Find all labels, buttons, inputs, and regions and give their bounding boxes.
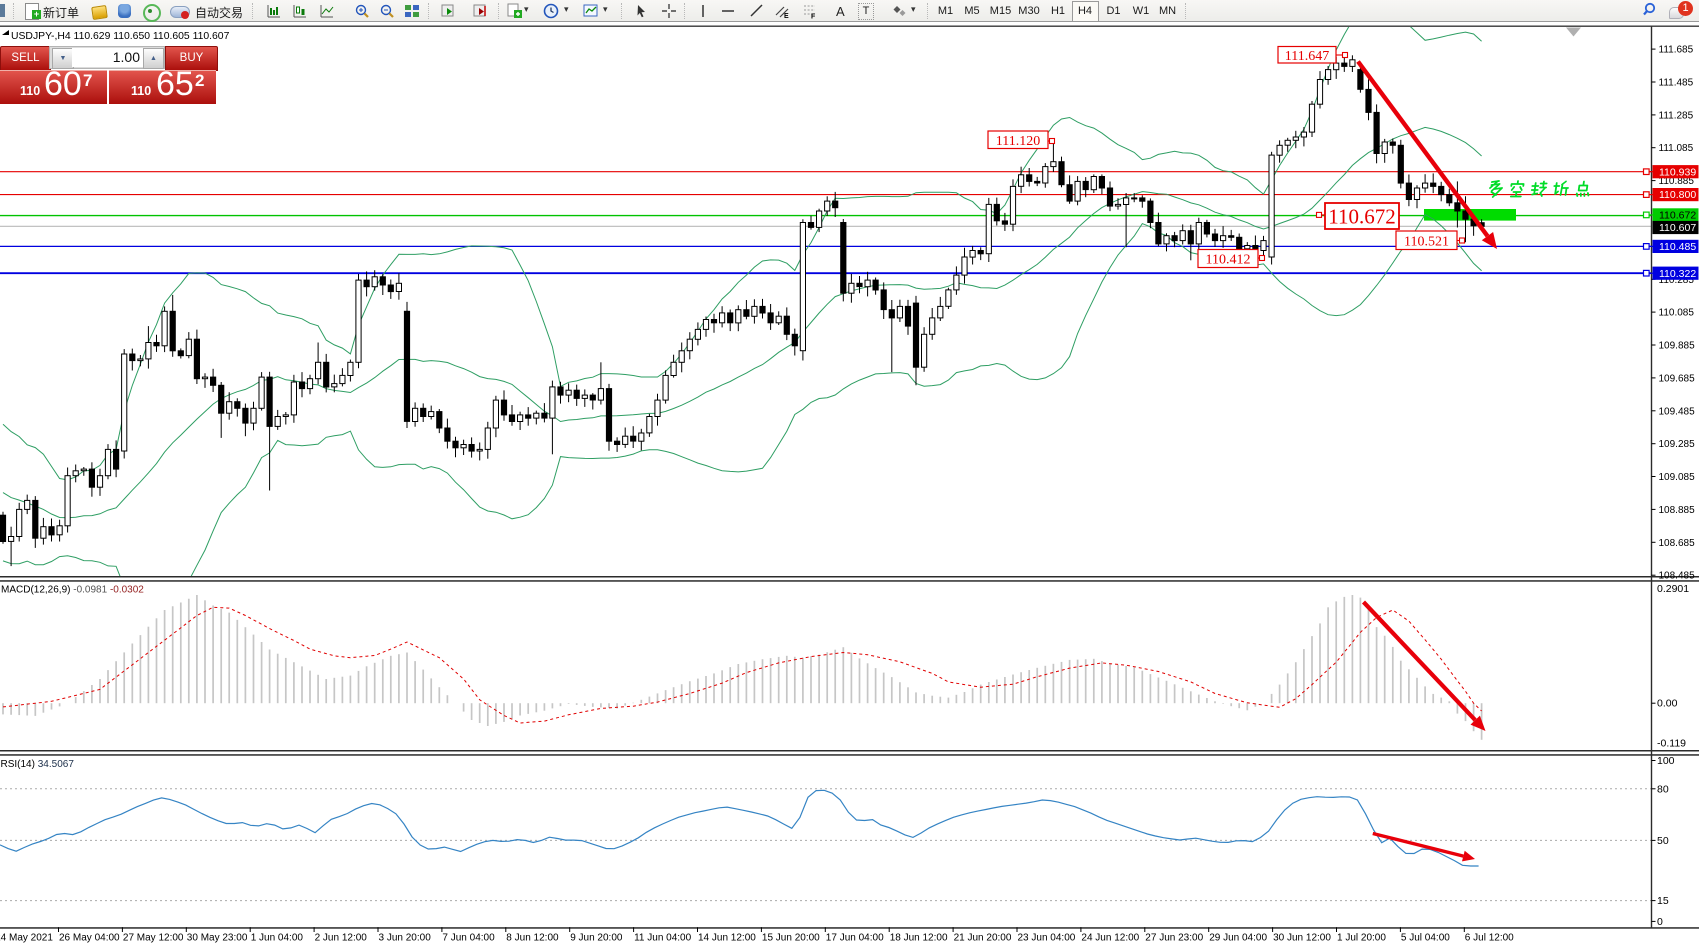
svg-text:6 Jul 12:00: 6 Jul 12:00 xyxy=(1465,933,1514,943)
svg-text:100: 100 xyxy=(1657,755,1675,767)
svg-text:-0.119: -0.119 xyxy=(1657,738,1686,750)
svg-text:MACD(12,26,9) -0.0981 -0.0302: MACD(12,26,9) -0.0981 -0.0302 xyxy=(1,585,144,596)
svg-text:7 Jun 04:00: 7 Jun 04:00 xyxy=(442,933,495,943)
svg-text:9 Jun 20:00: 9 Jun 20:00 xyxy=(570,933,623,943)
svg-text:0: 0 xyxy=(1657,916,1663,928)
svg-text:111.285: 111.285 xyxy=(1659,110,1694,121)
svg-text:15: 15 xyxy=(1657,895,1669,907)
svg-text:109.485: 109.485 xyxy=(1659,406,1696,417)
svg-text:5 Jul 04:00: 5 Jul 04:00 xyxy=(1401,933,1450,943)
svg-text:23 Jun 04:00: 23 Jun 04:00 xyxy=(1018,933,1076,943)
svg-text:15 Jun 20:00: 15 Jun 20:00 xyxy=(762,933,820,943)
svg-text:110.322: 110.322 xyxy=(1659,268,1696,280)
svg-text:111.085: 111.085 xyxy=(1659,143,1694,154)
svg-text:RSI(14) 34.5067: RSI(14) 34.5067 xyxy=(1,759,75,770)
svg-text:1 Jun 04:00: 1 Jun 04:00 xyxy=(251,933,304,943)
svg-text:110.607: 110.607 xyxy=(1659,222,1696,234)
svg-text:110.800: 110.800 xyxy=(1659,189,1696,201)
svg-text:24 May 2021: 24 May 2021 xyxy=(0,933,53,943)
svg-text:109.885: 109.885 xyxy=(1659,341,1696,352)
svg-text:110.485: 110.485 xyxy=(1659,241,1696,253)
svg-text:111.485: 111.485 xyxy=(1659,78,1694,89)
svg-text:17 Jun 04:00: 17 Jun 04:00 xyxy=(826,933,884,943)
svg-text:110.672: 110.672 xyxy=(1328,205,1395,229)
svg-text:109.285: 109.285 xyxy=(1659,439,1696,450)
svg-text:14 Jun 12:00: 14 Jun 12:00 xyxy=(698,933,756,943)
svg-text:110.885: 110.885 xyxy=(1659,176,1695,187)
svg-text:30 Jun 12:00: 30 Jun 12:00 xyxy=(1273,933,1331,943)
svg-text:110.085: 110.085 xyxy=(1659,308,1695,319)
svg-text:80: 80 xyxy=(1657,783,1669,795)
svg-text:111.685: 111.685 xyxy=(1659,45,1694,56)
svg-text:24 Jun 12:00: 24 Jun 12:00 xyxy=(1081,933,1139,943)
svg-text:27 Jun 23:00: 27 Jun 23:00 xyxy=(1145,933,1203,943)
svg-text:27 May 12:00: 27 May 12:00 xyxy=(123,933,184,943)
svg-text:1 Jul 20:00: 1 Jul 20:00 xyxy=(1337,933,1386,943)
svg-text:110.672: 110.672 xyxy=(1659,210,1696,222)
svg-text:11 Jun 04:00: 11 Jun 04:00 xyxy=(634,933,692,943)
svg-text:E: E xyxy=(784,13,789,19)
svg-text:108.485: 108.485 xyxy=(1659,571,1696,582)
svg-text:8 Jun 12:00: 8 Jun 12:00 xyxy=(506,933,559,943)
svg-text:110.285: 110.285 xyxy=(1659,275,1695,286)
svg-text:F: F xyxy=(811,14,816,20)
svg-text:21 Jun 20:00: 21 Jun 20:00 xyxy=(954,933,1012,943)
svg-text:111.120: 111.120 xyxy=(996,134,1040,149)
svg-text:110.412: 110.412 xyxy=(1206,253,1251,268)
svg-text:29 Jun 04:00: 29 Jun 04:00 xyxy=(1209,933,1267,943)
svg-text:0.00: 0.00 xyxy=(1657,698,1678,710)
svg-text:3 Jun 20:00: 3 Jun 20:00 xyxy=(379,933,432,943)
svg-text:109.085: 109.085 xyxy=(1659,472,1696,483)
svg-text:18 Jun 12:00: 18 Jun 12:00 xyxy=(890,933,948,943)
svg-text:2 Jun 12:00: 2 Jun 12:00 xyxy=(315,933,368,943)
svg-text:USDJPY-,H4 110.629 110.650 11: USDJPY-,H4 110.629 110.650 110.605 110.6… xyxy=(11,31,230,42)
svg-text:109.685: 109.685 xyxy=(1659,373,1696,384)
svg-text:108.885: 108.885 xyxy=(1659,505,1696,516)
svg-text:110.521: 110.521 xyxy=(1404,234,1449,249)
svg-text:110.939: 110.939 xyxy=(1659,166,1696,178)
svg-text:26 May 04:00: 26 May 04:00 xyxy=(59,933,120,943)
svg-text:30 May 23:00: 30 May 23:00 xyxy=(187,933,248,943)
svg-text:111.647: 111.647 xyxy=(1285,49,1329,64)
svg-text:0.2901: 0.2901 xyxy=(1657,583,1689,595)
svg-text:108.685: 108.685 xyxy=(1659,538,1696,549)
svg-text:50: 50 xyxy=(1657,835,1669,847)
